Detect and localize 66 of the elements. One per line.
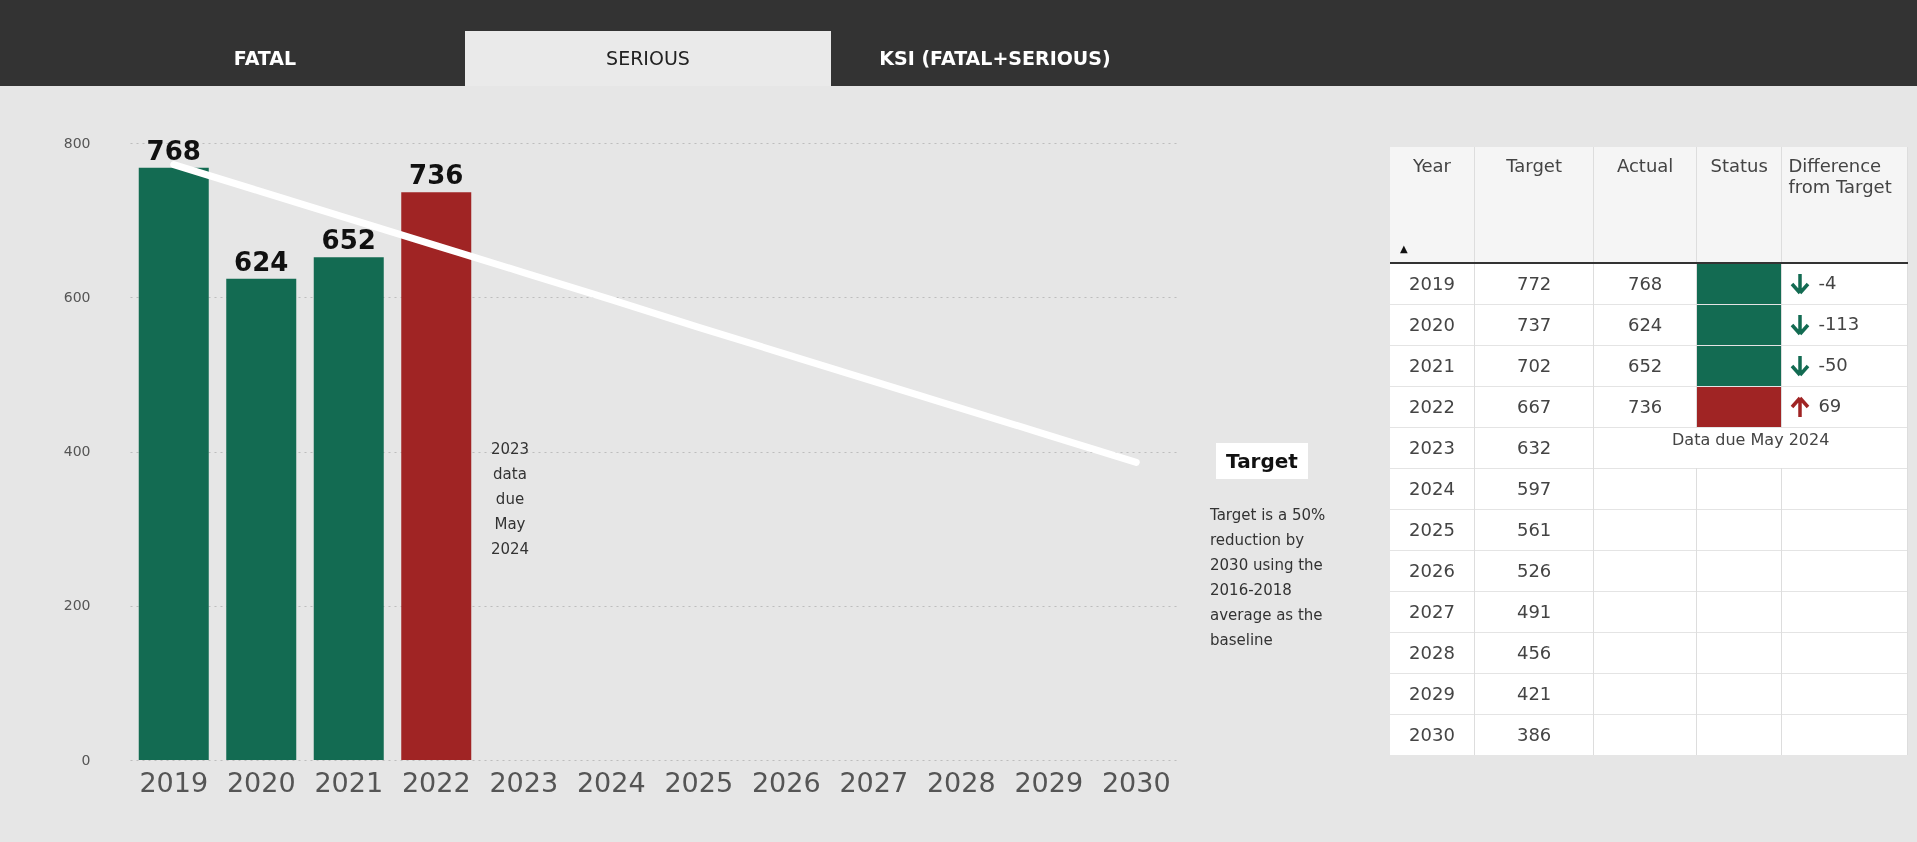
text: KSI (FATAL+SERIOUS) xyxy=(878,46,1112,71)
text: 561 xyxy=(1474,509,1594,550)
category-label: 2030 xyxy=(1409,724,1455,746)
y-tick-label: 600 xyxy=(63,288,91,305)
x-tick-label: 2026 xyxy=(751,766,821,798)
text: Actual xyxy=(1593,147,1697,263)
text: -4 xyxy=(1781,263,1908,304)
data-label: 652 xyxy=(321,225,376,256)
text: 386 xyxy=(1474,714,1594,755)
text: -50 xyxy=(1781,345,1908,386)
text: 737 xyxy=(1474,304,1594,345)
x-tick-label: 2027 xyxy=(839,766,909,798)
x-tick-label: 2020 xyxy=(226,766,296,798)
x-tick-label: 2024 xyxy=(576,766,646,798)
text: 526 xyxy=(1474,550,1594,591)
data-label: 768 xyxy=(146,135,201,166)
category-label: 2026 xyxy=(1409,560,1455,581)
text: 491 xyxy=(1474,591,1594,632)
sort-icon: ▲ xyxy=(1400,243,1408,254)
text: 456 xyxy=(1474,632,1594,673)
text: Year xyxy=(1412,155,1451,176)
text: -113 xyxy=(1781,304,1908,345)
data-label: 736 xyxy=(409,160,464,191)
text: 768 xyxy=(1593,263,1697,304)
text: SERIOUS xyxy=(465,31,831,86)
text: 772 xyxy=(1474,263,1594,304)
x-tick-label: 2028 xyxy=(926,766,996,798)
x-tick-label: 2030 xyxy=(1101,766,1171,798)
x-tick-label: 2023 xyxy=(489,766,559,798)
text: FATAL xyxy=(232,46,298,71)
text: 736 xyxy=(1593,386,1697,427)
category-label: 2028 xyxy=(1409,642,1455,663)
text: Target is a 50% reduction by 2030 using the 2016-2018 average as the baseline xyxy=(1210,505,1327,651)
data-label: 624 xyxy=(234,246,289,277)
text: 624 xyxy=(1593,304,1697,345)
text: Status xyxy=(1696,147,1782,263)
text: 667 xyxy=(1474,386,1594,427)
text: Target xyxy=(1474,147,1594,263)
category-label: 2022 xyxy=(1409,396,1455,417)
y-tick-label: 0 xyxy=(81,751,91,768)
text: 652 xyxy=(1593,345,1697,386)
category-label: 2019 xyxy=(1409,273,1455,295)
text: 421 xyxy=(1474,673,1594,714)
y-tick-label: 400 xyxy=(63,443,91,459)
y-tick-label: 800 xyxy=(63,134,91,151)
text: Difference from Target xyxy=(1781,147,1908,263)
category-label: 2029 xyxy=(1409,683,1455,704)
category-label: 2027 xyxy=(1409,601,1455,622)
annotation: 2023 data due May 2024 xyxy=(489,439,531,560)
text: 69 xyxy=(1781,386,1908,427)
category-label: 2021 xyxy=(1409,355,1455,376)
x-tick-label: 2025 xyxy=(664,766,734,798)
text: 597 xyxy=(1474,468,1594,509)
x-tick-label: 2021 xyxy=(314,766,384,798)
category-label: 2020 xyxy=(1409,314,1455,335)
text: 702 xyxy=(1474,345,1594,386)
text: Data due May 2024 xyxy=(1593,427,1908,468)
y-tick-label: 200 xyxy=(63,597,91,614)
category-label: 2024 xyxy=(1409,478,1455,499)
x-tick-label: 2022 xyxy=(401,766,471,798)
x-tick-label: 2019 xyxy=(139,766,209,798)
category-label: 2025 xyxy=(1409,519,1455,540)
text: 632 xyxy=(1474,427,1594,468)
text: Target xyxy=(1216,443,1308,479)
category-label: 2023 xyxy=(1409,437,1455,458)
x-tick-label: 2029 xyxy=(1014,766,1084,798)
